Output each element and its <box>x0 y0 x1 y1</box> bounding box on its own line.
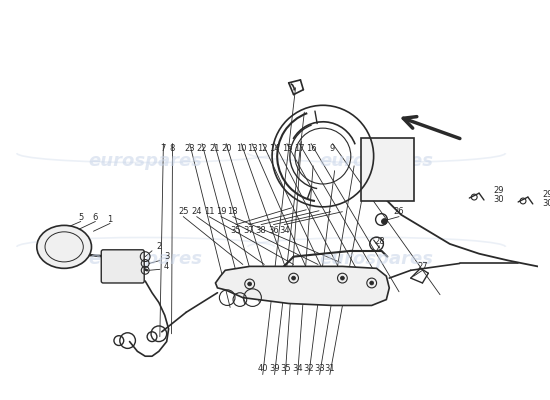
Text: 39: 39 <box>270 364 280 373</box>
Text: 19: 19 <box>216 207 226 216</box>
Text: 26: 26 <box>394 207 404 216</box>
Text: 24: 24 <box>191 207 202 216</box>
Text: 31: 31 <box>324 364 335 373</box>
Text: 29: 29 <box>493 186 504 195</box>
Text: 15: 15 <box>282 144 292 153</box>
Text: 11: 11 <box>204 207 215 216</box>
Text: 17: 17 <box>294 144 305 153</box>
Text: 32: 32 <box>304 364 314 373</box>
Text: 10: 10 <box>236 144 246 153</box>
Text: 36: 36 <box>268 226 279 235</box>
Text: 38: 38 <box>256 226 267 235</box>
Text: 13: 13 <box>247 144 257 153</box>
Text: 7: 7 <box>161 144 166 153</box>
Circle shape <box>382 218 387 224</box>
Text: 40: 40 <box>257 364 268 373</box>
FancyBboxPatch shape <box>101 250 144 283</box>
Text: 20: 20 <box>221 144 232 153</box>
Text: 9: 9 <box>330 144 335 153</box>
Polygon shape <box>216 266 389 306</box>
Text: 29: 29 <box>542 190 550 199</box>
Circle shape <box>370 281 373 285</box>
Text: 3: 3 <box>164 252 169 261</box>
Text: 22: 22 <box>197 144 207 153</box>
Text: 25: 25 <box>178 207 189 216</box>
Text: 23: 23 <box>184 144 195 153</box>
Text: eurospares: eurospares <box>89 152 203 170</box>
Text: 34: 34 <box>279 226 289 235</box>
Text: 14: 14 <box>270 144 280 153</box>
Text: 35: 35 <box>230 226 241 235</box>
Text: 30: 30 <box>542 200 550 208</box>
Circle shape <box>248 282 251 286</box>
Text: 30: 30 <box>493 196 504 204</box>
Circle shape <box>292 276 295 280</box>
Text: 1: 1 <box>107 215 113 224</box>
Text: 4: 4 <box>164 262 169 271</box>
Circle shape <box>340 276 344 280</box>
Text: 5: 5 <box>78 213 84 222</box>
Text: 6: 6 <box>93 213 98 222</box>
Text: 35: 35 <box>280 364 290 373</box>
Ellipse shape <box>37 225 91 268</box>
Text: 2: 2 <box>156 242 162 251</box>
Text: eurospares: eurospares <box>320 152 433 170</box>
Text: 33: 33 <box>314 364 325 373</box>
FancyBboxPatch shape <box>361 138 414 201</box>
Text: 34: 34 <box>293 364 303 373</box>
Text: 12: 12 <box>257 144 268 153</box>
Text: 21: 21 <box>209 144 219 153</box>
Text: 18: 18 <box>227 207 238 216</box>
Text: 16: 16 <box>306 144 316 153</box>
Text: eurospares: eurospares <box>89 250 203 268</box>
Text: 8: 8 <box>170 144 175 153</box>
Text: 28: 28 <box>374 236 385 246</box>
Text: 27: 27 <box>417 262 428 271</box>
Text: eurospares: eurospares <box>320 250 433 268</box>
Text: 37: 37 <box>244 226 254 235</box>
